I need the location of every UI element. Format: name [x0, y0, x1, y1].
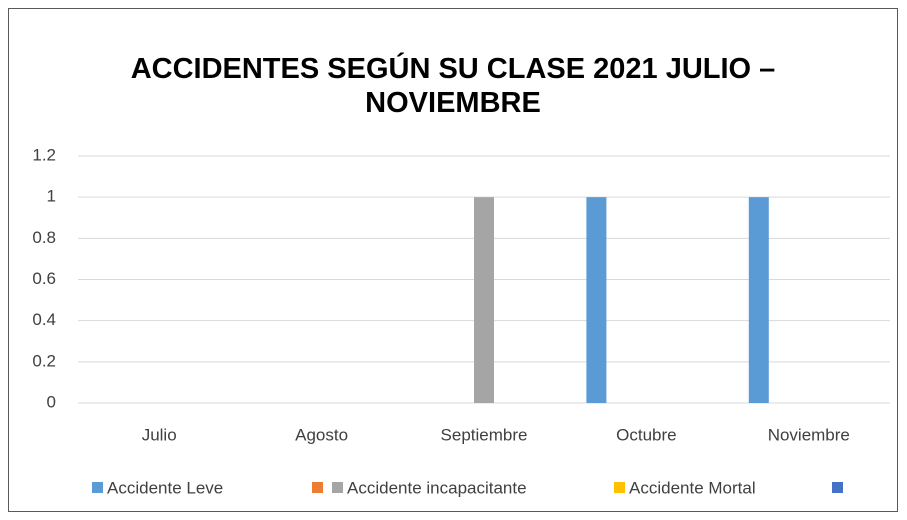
x-tick-label: Agosto [295, 425, 348, 444]
y-tick-label: 1 [47, 187, 56, 206]
legend-swatch [332, 482, 343, 493]
bar [748, 197, 769, 403]
bar [474, 197, 494, 403]
y-tick-label: 1.2 [32, 145, 56, 164]
bar [586, 197, 607, 403]
legend-swatch [92, 482, 103, 493]
x-tick-label: Octubre [616, 425, 676, 444]
y-tick-label: 0.4 [32, 310, 56, 329]
y-tick-label: 0.6 [32, 269, 56, 288]
y-tick-label: 0.8 [32, 228, 56, 247]
y-tick-label: 0.2 [32, 351, 56, 370]
legend-swatch [832, 482, 843, 493]
x-tick-label: Noviembre [768, 425, 850, 444]
x-tick-label: Julio [142, 425, 177, 444]
legend-label: Accidente incapacitante [347, 478, 527, 497]
legend-swatch [614, 482, 625, 493]
x-tick-label: Septiembre [441, 425, 528, 444]
y-tick-label: 0 [47, 392, 56, 411]
legend-label: Accidente Mortal [629, 478, 756, 497]
legend-label: Accidente Leve [107, 478, 223, 497]
chart-title: ACCIDENTES SEGÚN SU CLASE 2021 JULIO – N… [130, 53, 776, 119]
legend-swatch [312, 482, 323, 493]
